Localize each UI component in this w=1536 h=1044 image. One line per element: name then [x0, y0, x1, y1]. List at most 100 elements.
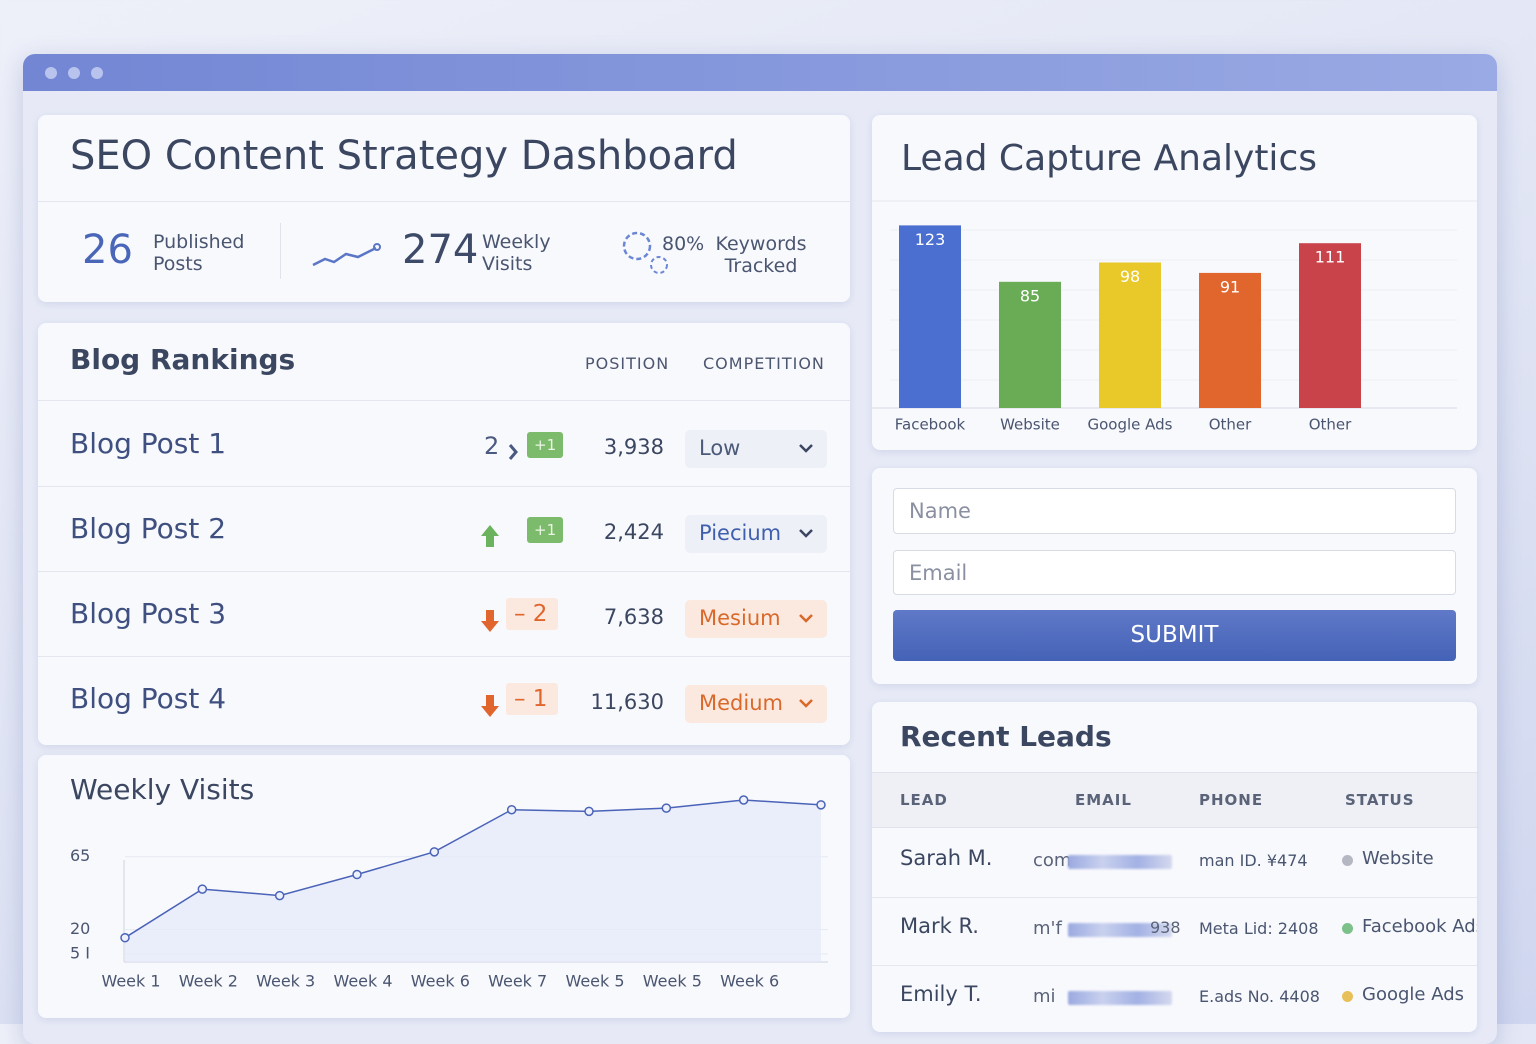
- y-tick-label: 20: [70, 919, 90, 938]
- divider: [872, 965, 1477, 966]
- column-header: STATUS: [1345, 791, 1415, 809]
- lead-email: mi: [1033, 986, 1056, 1007]
- email-redaction: [1068, 991, 1172, 1005]
- x-tick-label: Week 7: [488, 972, 547, 991]
- stat-label: Weekly Visits: [482, 231, 551, 275]
- line-chart: Weekly Visits 5 I 20 65 Week 1 Week 2 Week 3 W…: [70, 773, 828, 991]
- title-bar: [23, 54, 1497, 91]
- competition-label: Low: [699, 436, 741, 460]
- competition-label: Mesium: [699, 606, 781, 630]
- email-redaction: [1068, 855, 1172, 869]
- stat-label: Keywords Tracked: [715, 233, 807, 277]
- row-name: Blog Post 3: [70, 597, 227, 630]
- data-label: 91: [1220, 277, 1240, 296]
- point: [352, 869, 362, 880]
- lead-email: com: [1033, 850, 1072, 871]
- trend-icon: [508, 444, 518, 460]
- arrow: [481, 525, 499, 547]
- x-tick-label: Week 4: [333, 972, 392, 991]
- line: [124, 799, 822, 939]
- metric: 2,424: [603, 520, 664, 544]
- x-tick-label: Week 6: [411, 972, 470, 991]
- data-label: 85: [1020, 286, 1040, 305]
- section-title: Recent Leads: [900, 720, 1112, 753]
- status-dot: [1342, 991, 1353, 1002]
- submit-button[interactable]: SUBMIT: [893, 610, 1456, 661]
- stat-value: 274: [402, 227, 479, 273]
- arrow: [481, 695, 499, 717]
- rank-change: +1: [527, 517, 564, 543]
- window-dot[interactable]: [68, 67, 80, 79]
- divider: [38, 486, 850, 487]
- name-input[interactable]: Name: [893, 488, 1456, 534]
- lead-phone: E.ads No. 4408: [1199, 987, 1320, 1006]
- bar: [1299, 243, 1361, 408]
- data-label: 98: [1120, 267, 1140, 286]
- y-tick-label: 5 I: [70, 943, 90, 962]
- x-tick-label: Week 2: [179, 972, 238, 991]
- table-header: [872, 772, 1477, 828]
- gear-icon: [622, 231, 668, 274]
- window-dot[interactable]: [91, 67, 103, 79]
- point: [816, 800, 826, 810]
- lead-phone: Meta Lid: 2408: [1199, 919, 1319, 938]
- chevron: [799, 444, 813, 453]
- x-tick-label: Facebook: [895, 416, 966, 434]
- competition-select[interactable]: Mesium: [685, 600, 827, 638]
- stat-label: Published Posts: [153, 231, 245, 275]
- dropdown-chevron: [799, 444, 813, 453]
- lead-status: Google Ads: [1362, 984, 1464, 1005]
- lead-phone: man ID. ¥474: [1199, 851, 1308, 870]
- data-label: 111: [1315, 248, 1346, 267]
- x-tick-label: Week 5: [565, 972, 624, 991]
- x-tick-label: Week 3: [256, 972, 315, 991]
- window-dot[interactable]: [45, 67, 57, 79]
- chart-title: Weekly Visits: [70, 773, 254, 806]
- divider: [38, 656, 850, 657]
- metric: 11,630: [590, 690, 664, 714]
- competition-select[interactable]: Piecium: [685, 515, 827, 553]
- competition-select[interactable]: Medium: [685, 685, 827, 723]
- background-lines: [890, 229, 1457, 381]
- stat-value: 80%: [662, 233, 705, 255]
- column-header: PHONE: [1199, 791, 1264, 809]
- position: 2: [484, 432, 500, 460]
- area: [125, 800, 821, 962]
- bar: [1099, 262, 1161, 408]
- email-redaction: [1068, 923, 1172, 937]
- trend-icon: [481, 610, 499, 632]
- rank-change: +1: [527, 432, 564, 458]
- point: [274, 890, 285, 901]
- competition-label: Piecium: [699, 521, 782, 545]
- competition-label: Medium: [699, 691, 783, 715]
- x-tick-label: Google Ads: [1088, 416, 1173, 434]
- column-header: LEAD: [900, 791, 948, 809]
- dashboard-title: SEO Content Strategy Dashboard: [70, 133, 738, 179]
- column-header: POSITION: [585, 354, 670, 373]
- lead-name: Mark R.: [900, 914, 979, 938]
- point: [661, 803, 672, 813]
- rank-change: – 2: [506, 598, 558, 630]
- point: [738, 795, 749, 805]
- trend-icon: [481, 525, 499, 547]
- x-tick-label: Week 1: [101, 972, 160, 991]
- lead-name: Emily T.: [900, 982, 982, 1006]
- lead-name: Sarah M.: [900, 846, 993, 870]
- rankings-panel: Blog Rankings POSITION COMPETITION Blog …: [38, 323, 850, 745]
- metric: 7,638: [603, 605, 664, 629]
- divider: [38, 571, 850, 572]
- competition-select[interactable]: Low: [685, 430, 827, 468]
- chevron: [799, 614, 813, 623]
- lead-form: Name Email SUBMIT: [872, 468, 1477, 684]
- column-header: EMAIL: [1075, 791, 1132, 809]
- bar: [899, 225, 961, 408]
- email-input[interactable]: Email: [893, 550, 1456, 595]
- x-tick-label: Week 5: [643, 972, 702, 991]
- bar: [999, 281, 1061, 408]
- x-tick-label: Other: [1209, 416, 1252, 434]
- rank-change: – 1: [506, 683, 558, 715]
- bar-chart: Lead Capture Analytics 123 Facebook 85 Webs…: [872, 138, 1477, 434]
- x-tick-label: Week 6: [720, 972, 779, 991]
- y-tick-label: 65: [70, 846, 90, 865]
- point: [584, 806, 594, 817]
